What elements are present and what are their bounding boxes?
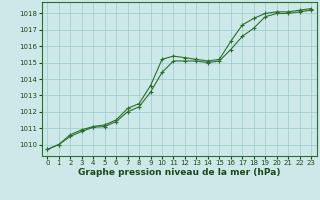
X-axis label: Graphe pression niveau de la mer (hPa): Graphe pression niveau de la mer (hPa) xyxy=(78,168,280,177)
